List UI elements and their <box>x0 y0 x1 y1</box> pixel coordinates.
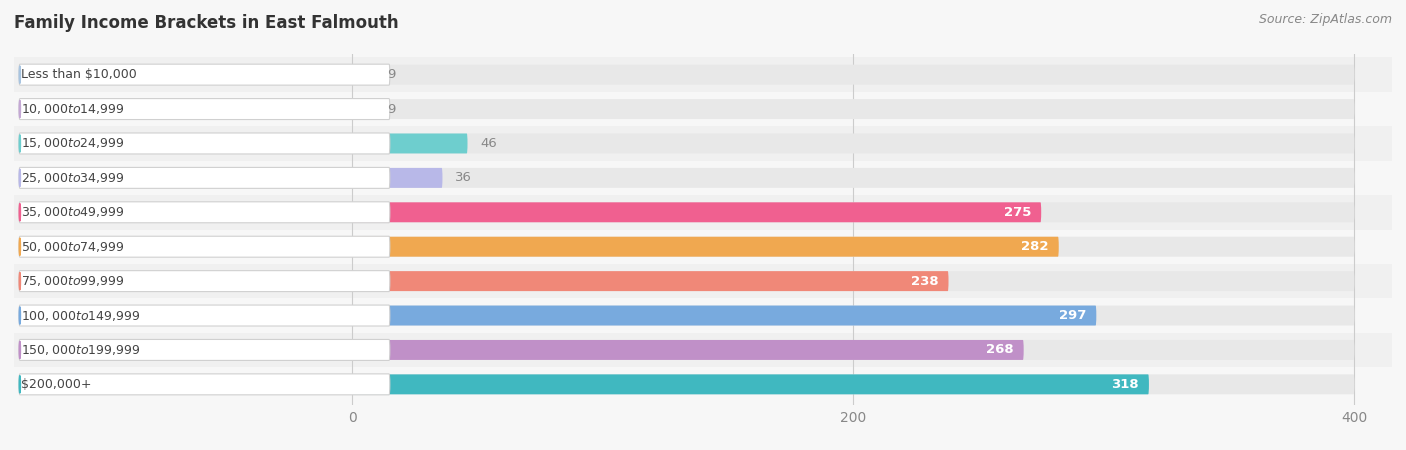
Text: 9: 9 <box>387 103 395 116</box>
Text: 9: 9 <box>387 68 395 81</box>
FancyBboxPatch shape <box>20 305 389 326</box>
FancyBboxPatch shape <box>20 236 389 257</box>
FancyBboxPatch shape <box>353 306 1097 325</box>
FancyBboxPatch shape <box>353 65 375 85</box>
FancyBboxPatch shape <box>14 333 1392 367</box>
Text: $150,000 to $199,999: $150,000 to $199,999 <box>21 343 141 357</box>
Text: 36: 36 <box>456 171 472 184</box>
FancyBboxPatch shape <box>353 99 375 119</box>
Text: $75,000 to $99,999: $75,000 to $99,999 <box>21 274 124 288</box>
FancyBboxPatch shape <box>353 271 1354 291</box>
Text: 275: 275 <box>1004 206 1031 219</box>
FancyBboxPatch shape <box>14 298 1392 333</box>
Text: 46: 46 <box>479 137 496 150</box>
Text: 282: 282 <box>1021 240 1049 253</box>
Text: $200,000+: $200,000+ <box>21 378 91 391</box>
FancyBboxPatch shape <box>20 270 389 292</box>
FancyBboxPatch shape <box>353 237 1354 256</box>
FancyBboxPatch shape <box>14 161 1392 195</box>
Text: 268: 268 <box>986 343 1014 356</box>
FancyBboxPatch shape <box>14 195 1392 230</box>
Text: $10,000 to $14,999: $10,000 to $14,999 <box>21 102 124 116</box>
FancyBboxPatch shape <box>14 58 1392 92</box>
Text: $100,000 to $149,999: $100,000 to $149,999 <box>21 309 141 323</box>
Text: $25,000 to $34,999: $25,000 to $34,999 <box>21 171 124 185</box>
FancyBboxPatch shape <box>20 374 389 395</box>
FancyBboxPatch shape <box>20 99 389 120</box>
FancyBboxPatch shape <box>20 133 389 154</box>
FancyBboxPatch shape <box>14 92 1392 126</box>
FancyBboxPatch shape <box>20 339 389 360</box>
FancyBboxPatch shape <box>353 202 1354 222</box>
FancyBboxPatch shape <box>353 306 1354 325</box>
FancyBboxPatch shape <box>353 134 1354 153</box>
FancyBboxPatch shape <box>20 202 389 223</box>
FancyBboxPatch shape <box>353 271 949 291</box>
Text: 238: 238 <box>911 274 938 288</box>
Text: Source: ZipAtlas.com: Source: ZipAtlas.com <box>1258 14 1392 27</box>
FancyBboxPatch shape <box>353 202 1042 222</box>
Text: Less than $10,000: Less than $10,000 <box>21 68 136 81</box>
FancyBboxPatch shape <box>353 134 468 153</box>
FancyBboxPatch shape <box>14 230 1392 264</box>
FancyBboxPatch shape <box>353 99 1354 119</box>
FancyBboxPatch shape <box>20 167 389 189</box>
Text: $50,000 to $74,999: $50,000 to $74,999 <box>21 240 124 254</box>
FancyBboxPatch shape <box>353 374 1354 394</box>
FancyBboxPatch shape <box>14 367 1392 401</box>
FancyBboxPatch shape <box>20 64 389 85</box>
FancyBboxPatch shape <box>353 340 1354 360</box>
FancyBboxPatch shape <box>14 126 1392 161</box>
Text: 297: 297 <box>1059 309 1087 322</box>
FancyBboxPatch shape <box>353 340 1024 360</box>
FancyBboxPatch shape <box>353 168 1354 188</box>
Text: $35,000 to $49,999: $35,000 to $49,999 <box>21 205 124 219</box>
FancyBboxPatch shape <box>353 374 1149 394</box>
FancyBboxPatch shape <box>353 168 443 188</box>
Text: Family Income Brackets in East Falmouth: Family Income Brackets in East Falmouth <box>14 14 399 32</box>
Text: $15,000 to $24,999: $15,000 to $24,999 <box>21 136 124 150</box>
FancyBboxPatch shape <box>353 65 1354 85</box>
FancyBboxPatch shape <box>353 237 1059 256</box>
FancyBboxPatch shape <box>14 264 1392 298</box>
Text: 318: 318 <box>1111 378 1139 391</box>
